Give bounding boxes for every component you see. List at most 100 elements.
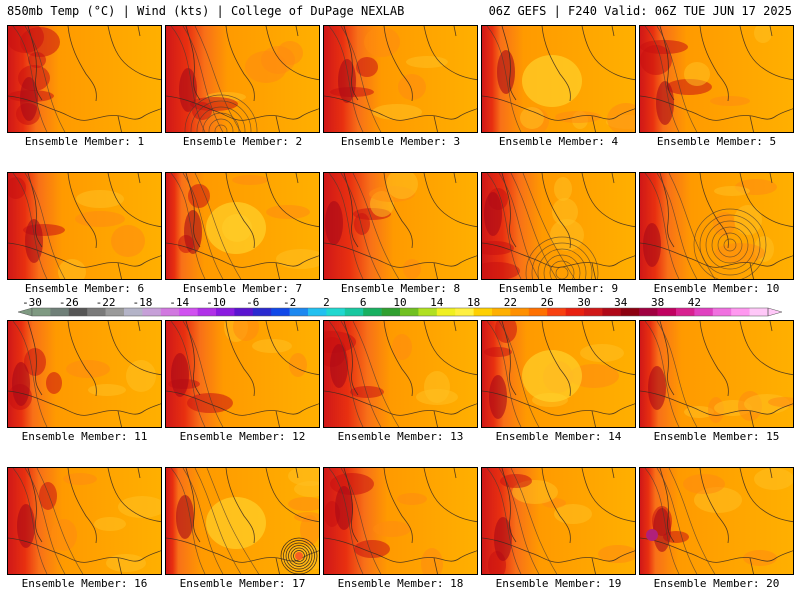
ensemble-member-label: Ensemble Member: 5 <box>656 135 777 148</box>
ensemble-member-label: Ensemble Member: 13 <box>337 430 464 443</box>
ensemble-member-label: Ensemble Member: 17 <box>179 577 306 590</box>
colorbar-segment <box>584 308 603 316</box>
ensemble-member-label: Ensemble Member: 6 <box>24 282 145 295</box>
colorbar-tick-label: 38 <box>651 296 664 309</box>
colorbar-tick-label: -14 <box>169 296 189 309</box>
colorbar-segment <box>124 308 143 316</box>
colorbar-tick-label: 6 <box>360 296 367 309</box>
ensemble-member-map <box>639 467 794 575</box>
colorbar-segment <box>694 308 714 316</box>
ensemble-member-map <box>481 172 636 280</box>
colorbar-segment <box>87 308 106 316</box>
colorbar-segment <box>308 308 327 316</box>
colorbar-segment <box>676 308 695 316</box>
colorbar-tick-label: -18 <box>132 296 152 309</box>
colorbar-segment <box>234 308 254 316</box>
ensemble-member-map <box>7 25 162 133</box>
colorbar-tick-label: -10 <box>206 296 226 309</box>
colorbar-tick-label: -30 <box>22 296 42 309</box>
colorbar-segment <box>344 308 364 316</box>
ensemble-member-label: Ensemble Member: 8 <box>340 282 461 295</box>
colorbar-segment <box>528 308 548 316</box>
ensemble-member-map <box>481 467 636 575</box>
colorbar-segment <box>326 308 346 316</box>
colorbar-tick-label: -2 <box>283 296 296 309</box>
colorbar-tick-label: 14 <box>430 296 444 309</box>
colorbar-segment <box>179 308 198 316</box>
ensemble-member-label: Ensemble Member: 14 <box>495 430 622 443</box>
ensemble-member-label: Ensemble Member: 1 <box>24 135 145 148</box>
ensemble-member-map <box>165 25 320 133</box>
colorbar-segment <box>455 308 474 316</box>
ensemble-member-map <box>165 320 320 428</box>
colorbar-segment <box>289 308 309 316</box>
colorbar-segment <box>620 308 640 316</box>
colorbar-tick-label: -26 <box>59 296 79 309</box>
colorbar-segment <box>216 308 235 316</box>
colorbar-segment <box>473 308 493 316</box>
ensemble-member-label: Ensemble Member: 10 <box>653 282 780 295</box>
colorbar-segment <box>731 308 750 316</box>
ensemble-member-map <box>7 320 162 428</box>
ensemble-member-map <box>639 25 794 133</box>
valid-time-label: 06Z GEFS | F240 Valid: 06Z TUE JUN 17 20… <box>488 4 792 18</box>
colorbar-tick-label: 34 <box>614 296 628 309</box>
colorbar-segment <box>160 308 180 316</box>
ensemble-member-map <box>7 467 162 575</box>
colorbar-segment <box>547 308 566 316</box>
colorbar-segment <box>712 308 732 316</box>
temperature-colorbar: -30 -26 -22 -18 -14 -10 -6 -2 2 6 10 14 18 22 26 30 34 38… <box>17 296 783 317</box>
ensemble-member-map <box>481 25 636 133</box>
ensemble-member-label: Ensemble Member: 12 <box>179 430 306 443</box>
colorbar-segment <box>400 308 419 316</box>
ensemble-member-map <box>323 320 478 428</box>
colorbar-segment <box>271 308 290 316</box>
colorbar-segment <box>749 308 769 316</box>
colorbar-tick-label: -6 <box>246 296 259 309</box>
ensemble-member-map <box>323 172 478 280</box>
ensemble-member-label: Ensemble Member: 9 <box>498 282 619 295</box>
colorbar-segment <box>68 308 88 316</box>
ensemble-member-map <box>323 467 478 575</box>
colorbar-tick-label: 18 <box>467 296 480 309</box>
colorbar-right-arrow <box>767 307 783 317</box>
ensemble-member-map <box>323 25 478 133</box>
ensemble-member-map <box>639 172 794 280</box>
colorbar-segment <box>381 308 401 316</box>
colorbar-segment <box>105 308 125 316</box>
colorbar-segment <box>657 308 677 316</box>
colorbar-segment <box>510 308 530 316</box>
colorbar-segment <box>565 308 585 316</box>
colorbar-segment <box>142 308 162 316</box>
colorbar-left-arrow <box>17 307 33 317</box>
colorbar-segment <box>418 308 438 316</box>
ensemble-member-label: Ensemble Member: 20 <box>653 577 780 590</box>
map-title: 850mb Temp (°C) | Wind (kts) | College o… <box>7 4 405 18</box>
ensemble-member-label: Ensemble Member: 15 <box>653 430 780 443</box>
ensemble-member-label: Ensemble Member: 16 <box>21 577 148 590</box>
colorbar-segment <box>197 308 217 316</box>
ensemble-member-label: Ensemble Member: 4 <box>498 135 619 148</box>
colorbar-segment <box>602 308 622 316</box>
ensemble-member-map <box>7 172 162 280</box>
colorbar-tick-label: 2 <box>323 296 330 309</box>
ensemble-member-map <box>165 172 320 280</box>
ensemble-member-label: Ensemble Member: 7 <box>182 282 303 295</box>
colorbar-segment <box>32 308 51 316</box>
ensemble-member-label: Ensemble Member: 2 <box>182 135 303 148</box>
colorbar-tick-label: 26 <box>541 296 554 309</box>
ensemble-member-label: Ensemble Member: 19 <box>495 577 622 590</box>
colorbar-tick-label: 42 <box>688 296 701 309</box>
colorbar-segment <box>492 308 511 316</box>
colorbar-tick-label: 22 <box>504 296 517 309</box>
colorbar-segment <box>50 308 70 316</box>
ensemble-member-label: Ensemble Member: 3 <box>340 135 461 148</box>
colorbar-tick-label: 10 <box>393 296 406 309</box>
colorbar-segment <box>436 308 456 316</box>
ensemble-member-map <box>481 320 636 428</box>
colorbar-tick-label: -22 <box>96 296 116 309</box>
ensemble-member-label: Ensemble Member: 11 <box>21 430 148 443</box>
colorbar-segment <box>639 308 658 316</box>
ensemble-member-label: Ensemble Member: 18 <box>337 577 464 590</box>
colorbar-segment <box>363 308 382 316</box>
